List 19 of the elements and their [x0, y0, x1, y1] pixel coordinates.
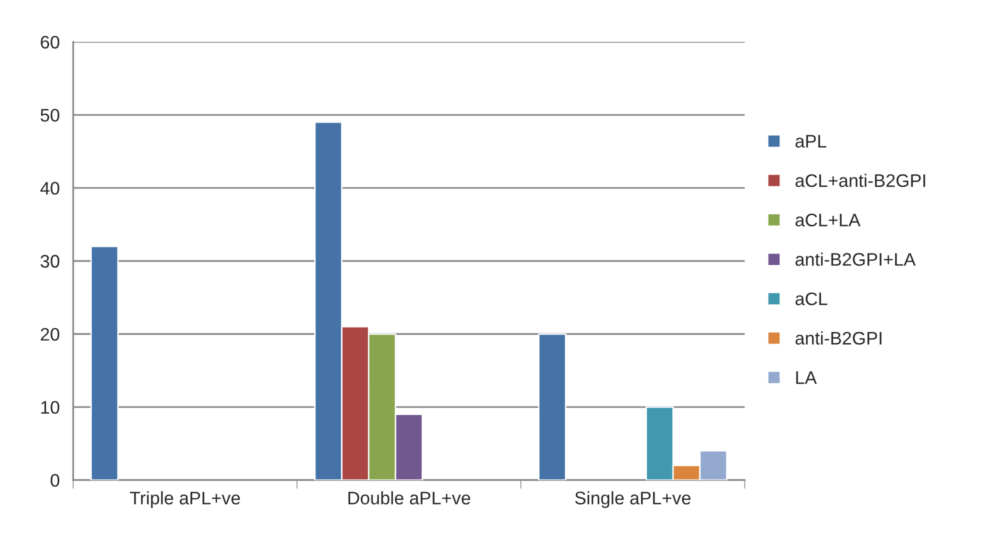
- y-tick-label: 0: [50, 474, 60, 487]
- x-tick-label: Double aPL+ve: [348, 491, 470, 504]
- y-tick-label: 10: [41, 400, 60, 414]
- legend-label: aPL: [796, 135, 826, 148]
- y-tick-label: 20: [40, 328, 60, 341]
- bar: [90, 246, 119, 480]
- bar: [538, 333, 566, 480]
- y-tick-label: 50: [40, 108, 60, 122]
- legend-label: anti-B2GPI+LA: [796, 252, 916, 266]
- legend-label: aCL+LA: [796, 214, 860, 226]
- legend-label: aCL: [796, 292, 828, 306]
- legend-label: LA: [796, 371, 817, 384]
- y-tick-label: 30: [40, 254, 60, 268]
- legend-label: aCL+anti-B2GPI: [796, 174, 926, 188]
- y-tick-label: 60: [40, 36, 60, 49]
- x-tick-label: Triple aPL+ve: [130, 491, 240, 508]
- y-tick-label: 40: [40, 182, 60, 195]
- x-tick-label: Single aPL+ve: [575, 491, 690, 508]
- legend-label: anti-B2GPI: [796, 331, 882, 345]
